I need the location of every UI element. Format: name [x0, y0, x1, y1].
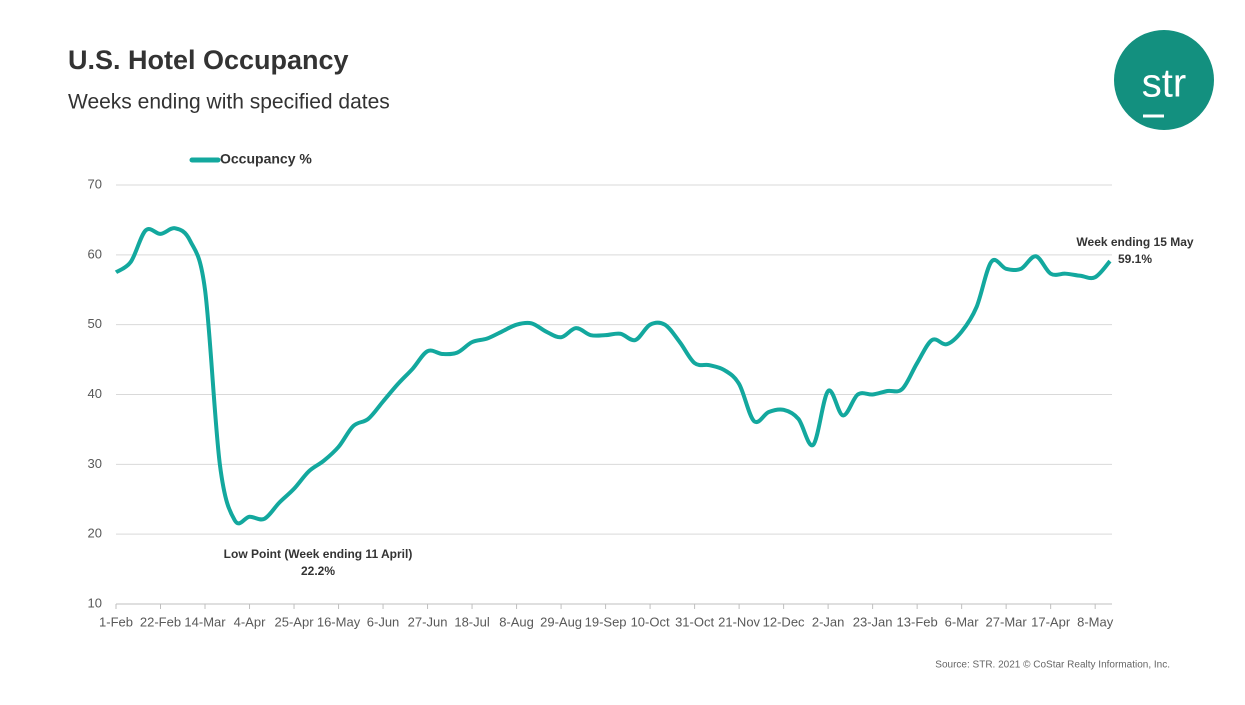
- x-tick-label: 31-Oct: [675, 614, 714, 629]
- y-tick-label: 10: [88, 595, 102, 610]
- annotation: Low Point (Week ending 11 April): [224, 547, 413, 561]
- y-tick-label: 30: [88, 456, 102, 471]
- annotation: Week ending 15 May: [1076, 235, 1193, 249]
- x-tick-label: 22-Feb: [140, 614, 181, 629]
- y-tick-label: 40: [88, 386, 102, 401]
- x-tick-label: 29-Aug: [540, 614, 582, 629]
- x-tick-label: 27-Jun: [408, 614, 448, 629]
- y-tick-label: 60: [88, 246, 102, 261]
- x-tick-label: 2-Jan: [812, 614, 845, 629]
- logo-circle: [1114, 30, 1214, 130]
- x-tick-label: 18-Jul: [454, 614, 490, 629]
- x-tick-label: 16-May: [317, 614, 361, 629]
- x-tick-label: 4-Apr: [234, 614, 266, 629]
- source: Source: STR. 2021 © CoStar Realty Inform…: [935, 660, 1170, 671]
- x-tick-label: 6-Mar: [945, 614, 980, 629]
- x-tick-label: 6-Jun: [367, 614, 400, 629]
- logo-text: str: [1142, 62, 1186, 106]
- x-tick-label: 14-Mar: [184, 614, 226, 629]
- y-tick-label: 50: [88, 316, 102, 331]
- x-tick-label: 17-Apr: [1031, 614, 1071, 629]
- x-tick-label: 12-Dec: [763, 614, 805, 629]
- x-tick-label: 21-Nov: [718, 614, 760, 629]
- y-tick-label: 20: [88, 526, 102, 541]
- x-tick-label: 13-Feb: [897, 614, 938, 629]
- annotation-value: 59.1%: [1118, 252, 1152, 266]
- y-tick-label: 70: [88, 176, 102, 191]
- x-tick-label: 19-Sep: [585, 614, 627, 629]
- x-tick-label: 27-Mar: [986, 614, 1028, 629]
- x-tick-label: 8-May: [1077, 614, 1114, 629]
- x-tick-label: 10-Oct: [631, 614, 670, 629]
- series-line: [114, 226, 1112, 526]
- chart-subtitle: Weeks ending with specified dates: [68, 91, 390, 114]
- x-tick-label: 8-Aug: [499, 614, 534, 629]
- annotation-value: 22.2%: [301, 564, 335, 578]
- x-tick-label: 1-Feb: [99, 614, 133, 629]
- x-tick-label: 25-Apr: [275, 614, 315, 629]
- x-tick-label: 23-Jan: [853, 614, 893, 629]
- legend-label: Occupancy %: [220, 151, 312, 167]
- chart-title: U.S. Hotel Occupancy: [68, 45, 349, 75]
